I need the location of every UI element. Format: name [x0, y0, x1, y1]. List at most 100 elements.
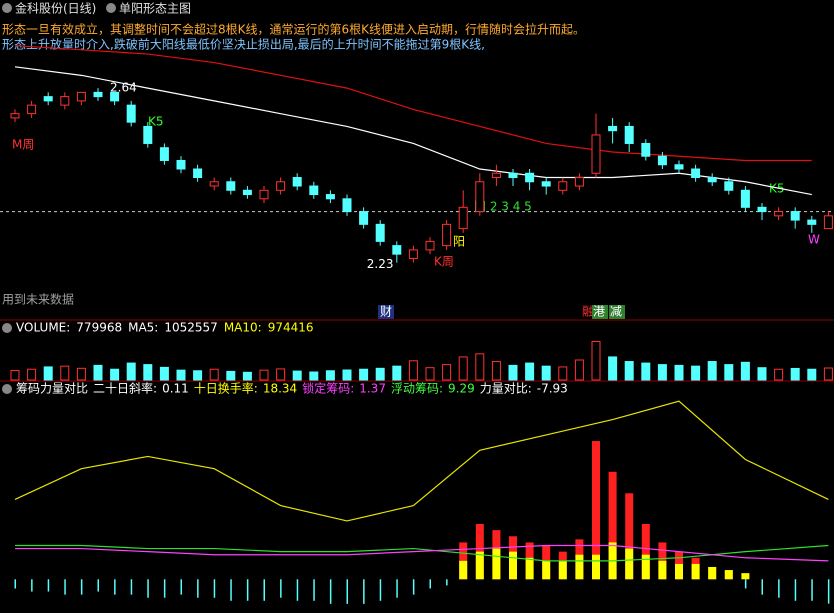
locked-bar — [558, 560, 567, 580]
power-bar — [625, 493, 634, 580]
candle-body — [110, 91, 120, 102]
header-text: 筹码力量对比 — [16, 382, 88, 396]
locked-bar — [509, 551, 517, 580]
power-bar — [329, 579, 332, 604]
line — [14, 44, 812, 162]
volume-bar — [442, 364, 452, 381]
volume-bar — [425, 367, 435, 381]
candle-body — [475, 181, 485, 213]
header-text: 1.37 — [359, 382, 386, 396]
volume-bar — [624, 361, 634, 381]
candle-body — [558, 181, 568, 191]
locked-bar — [459, 560, 468, 580]
volume-bar — [309, 371, 319, 381]
volume-bar — [242, 371, 252, 381]
candle-body — [359, 211, 369, 225]
menu-icon[interactable] — [106, 3, 116, 13]
volume-bar — [209, 368, 219, 381]
power-bar — [744, 579, 747, 589]
stock-name: 金科股份(日线) — [15, 1, 96, 16]
power-bar — [280, 579, 282, 598]
candle-body — [525, 172, 535, 183]
power-bar — [761, 579, 763, 595]
candle-body — [674, 164, 684, 170]
volume-bar — [807, 368, 817, 381]
header-text: 十日换手率: — [194, 381, 258, 396]
volume-bar — [541, 365, 551, 381]
locked-bar — [475, 551, 484, 580]
volume-bar — [757, 367, 767, 381]
candle-body — [724, 181, 734, 191]
volume-bar — [740, 361, 750, 381]
volume-bar — [591, 341, 601, 381]
badge[interactable] — [378, 305, 394, 319]
header-text: 9.29 — [448, 382, 475, 396]
candle-body — [10, 113, 20, 119]
candle-body — [408, 249, 418, 259]
volume-bar — [774, 368, 784, 381]
volume-bar — [27, 368, 37, 381]
badge-text: 财 — [380, 305, 392, 319]
power-bar — [396, 579, 398, 598]
volume-bar — [325, 370, 335, 381]
candle-body — [193, 168, 203, 179]
volume-bar — [259, 369, 269, 381]
header-text: 锁定筹码: — [302, 381, 354, 396]
candle-body — [641, 142, 651, 157]
candle-body — [93, 91, 103, 98]
power-bar — [130, 579, 133, 595]
badge[interactable] — [592, 305, 608, 319]
annotation: W — [808, 233, 820, 247]
volume-bar — [691, 365, 701, 381]
candle-body — [458, 206, 468, 230]
power-bar — [608, 471, 617, 580]
power-bar — [346, 579, 348, 604]
note: 形态上升放量时介入,跌破前大阳线最低价坚决止损出局,最后的上升时间不能拖过第9根… — [2, 37, 485, 52]
power-bar — [147, 579, 149, 598]
locked-bar — [691, 563, 700, 580]
volume-bar — [790, 367, 800, 381]
annotation: K周 — [434, 255, 454, 269]
annotation: 用到未来数据 — [2, 292, 74, 307]
volume-bar — [76, 367, 86, 381]
volume-bar — [359, 368, 369, 381]
header-text: MA10: — [224, 321, 262, 335]
volume-bar — [408, 360, 418, 381]
candle-body — [691, 168, 701, 179]
candle-body — [126, 104, 136, 123]
badge[interactable] — [609, 305, 625, 319]
locked-bar — [525, 557, 534, 580]
candle-body — [774, 211, 784, 217]
volume-bar — [508, 364, 518, 381]
volume-bar — [143, 364, 153, 381]
menu-icon[interactable] — [2, 323, 12, 333]
volume-bar — [110, 368, 120, 381]
candle-body — [807, 219, 817, 225]
locked-bar — [542, 560, 551, 580]
power-bar — [31, 579, 33, 592]
candle-body — [375, 223, 385, 242]
annotation: M周 — [12, 138, 34, 152]
candle-body — [325, 194, 335, 200]
menu-icon[interactable] — [2, 3, 12, 13]
volume-bar — [176, 369, 186, 381]
power-bar — [363, 579, 365, 604]
volume-bar — [641, 362, 651, 381]
menu-icon[interactable] — [2, 384, 12, 394]
locked-bar — [592, 554, 600, 580]
candle-body — [608, 125, 618, 132]
volume-bar — [608, 356, 618, 381]
power-bar — [213, 579, 216, 598]
header-text: MA5: — [128, 321, 158, 335]
candle-body — [176, 159, 186, 170]
locked-bar — [741, 573, 750, 580]
power-bar — [64, 579, 66, 595]
candle-body — [740, 189, 750, 208]
badge-text: 减 — [610, 305, 622, 319]
candle-body — [43, 96, 53, 102]
candle-body — [209, 181, 219, 187]
power-bar — [592, 441, 600, 580]
power-bar — [446, 579, 448, 586]
candle-body — [707, 177, 717, 183]
